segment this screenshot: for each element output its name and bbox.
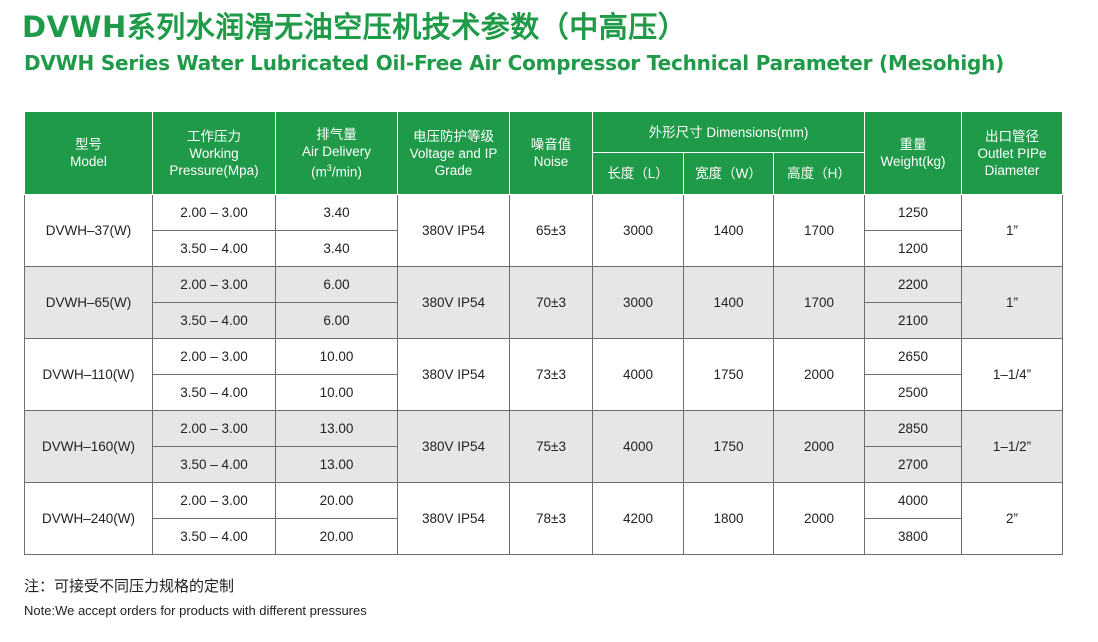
width-cell: 1750 — [683, 338, 774, 411]
table-header: 型号 Model 工作压力 Working Pressure(Mpa) 排气量 Air … — [24, 111, 1064, 195]
length-cell: 3000 — [592, 266, 684, 339]
table-row-group: DVWH–160(W) 2.00 – 3.00 13.00 380V IP54 … — [24, 410, 1064, 483]
delivery-cell: 3.40 — [275, 194, 398, 231]
table-row: 3.50 – 4.00 6.00 2100 — [25, 302, 1063, 339]
noise-cell: 73±3 — [509, 338, 593, 411]
table-row-group: DVWH–65(W) 2.00 – 3.00 6.00 380V IP54 70… — [24, 266, 1064, 339]
width-cell: 1400 — [683, 266, 774, 339]
weight-cell: 2650 — [864, 338, 963, 375]
length-cell: 3000 — [592, 194, 684, 267]
header-outlet: 出口管径 Outlet PIPe Diameter — [961, 111, 1064, 195]
width-cell: 1400 — [683, 194, 774, 267]
table-row: 3.50 – 4.00 10.00 2500 — [25, 374, 1063, 411]
header-voltage: 电压防护等级 Voltage and IP Grade — [397, 111, 510, 195]
pressure-cell: 3.50 – 4.00 — [152, 518, 276, 555]
delivery-cell: 20.00 — [275, 482, 398, 519]
weight-cell: 1250 — [864, 194, 963, 231]
noise-cell: 65±3 — [509, 194, 593, 267]
outlet-cell: 1” — [961, 266, 1064, 339]
delivery-cell: 13.00 — [275, 446, 398, 483]
weight-cell: 1200 — [864, 230, 963, 267]
pressure-cell: 3.50 – 4.00 — [152, 374, 276, 411]
height-cell: 2000 — [772, 338, 866, 411]
pressure-cell: 2.00 – 3.00 — [152, 410, 276, 447]
header-delivery: 排气量 Air Delivery (m3/min) — [275, 111, 398, 195]
width-cell: 1750 — [683, 410, 774, 483]
outlet-cell: 1–1/4” — [961, 338, 1064, 411]
table-row: DVWH–37(W) 2.00 – 3.00 3.40 380V IP54 65… — [24, 194, 1064, 267]
spec-table: 型号 Model 工作压力 Working Pressure(Mpa) 排气量 Air … — [24, 111, 1064, 555]
header-height: 高度（H） — [772, 152, 866, 195]
voltage-cell: 380V IP54 — [397, 266, 510, 339]
weight-cell: 2200 — [864, 266, 963, 303]
delivery-cell: 6.00 — [275, 302, 398, 339]
weight-cell: 2700 — [864, 446, 963, 483]
table-row-group: DVWH–37(W) 2.00 – 3.00 3.40 380V IP54 65… — [24, 194, 1064, 267]
height-cell: 2000 — [772, 410, 866, 483]
height-cell: 2000 — [772, 482, 866, 555]
table-row: 3.50 – 4.00 3.40 1200 — [25, 230, 1063, 267]
table-row: DVWH–110(W) 2.00 – 3.00 10.00 380V IP54 … — [24, 338, 1064, 411]
table-row-group: DVWH–110(W) 2.00 – 3.00 10.00 380V IP54 … — [24, 338, 1064, 411]
model-cell: DVWH–110(W) — [24, 338, 153, 411]
weight-cell: 4000 — [864, 482, 963, 519]
table-row-group: DVWH–240(W) 2.00 – 3.00 20.00 380V IP54 … — [24, 482, 1064, 555]
noise-cell: 70±3 — [509, 266, 593, 339]
table-row: DVWH–240(W) 2.00 – 3.00 20.00 380V IP54 … — [24, 482, 1064, 555]
width-cell: 1800 — [683, 482, 774, 555]
page-title-cn: DVWH系列水润滑无油空压机技术参数（中高压） — [22, 10, 688, 44]
header-noise: 噪音值 Noise — [509, 111, 593, 195]
voltage-cell: 380V IP54 — [397, 410, 510, 483]
delivery-cell: 6.00 — [275, 266, 398, 303]
weight-cell: 2500 — [864, 374, 963, 411]
pressure-cell: 3.50 – 4.00 — [152, 446, 276, 483]
header-model: 型号 Model — [24, 111, 153, 195]
delivery-cell: 3.40 — [275, 230, 398, 267]
pressure-cell: 3.50 – 4.00 — [152, 302, 276, 339]
outlet-cell: 1” — [961, 194, 1064, 267]
voltage-cell: 380V IP54 — [397, 194, 510, 267]
noise-cell: 75±3 — [509, 410, 593, 483]
model-cell: DVWH–65(W) — [24, 266, 153, 339]
pressure-cell: 2.00 – 3.00 — [152, 338, 276, 375]
pressure-cell: 3.50 – 4.00 — [152, 230, 276, 267]
pressure-cell: 2.00 – 3.00 — [152, 266, 276, 303]
length-cell: 4200 — [592, 482, 684, 555]
table-row: DVWH–160(W) 2.00 – 3.00 13.00 380V IP54 … — [24, 410, 1064, 483]
height-cell: 1700 — [772, 194, 866, 267]
page-title-en: DVWH Series Water Lubricated Oil-Free Ai… — [24, 51, 1005, 75]
model-cell: DVWH–160(W) — [24, 410, 153, 483]
voltage-cell: 380V IP54 — [397, 338, 510, 411]
height-cell: 1700 — [772, 266, 866, 339]
model-cell: DVWH–37(W) — [24, 194, 153, 267]
table-row: 3.50 – 4.00 20.00 3800 — [25, 518, 1063, 555]
pressure-cell: 2.00 – 3.00 — [152, 482, 276, 519]
noise-cell: 78±3 — [509, 482, 593, 555]
header-length: 长度（L） — [592, 152, 684, 195]
header-width: 宽度（W） — [683, 152, 774, 195]
delivery-cell: 13.00 — [275, 410, 398, 447]
outlet-cell: 2” — [961, 482, 1064, 555]
header-weight: 重量 Weight(kg) — [864, 111, 963, 195]
outlet-cell: 1–1/2” — [961, 410, 1064, 483]
weight-cell: 2850 — [864, 410, 963, 447]
length-cell: 4000 — [592, 410, 684, 483]
weight-cell: 2100 — [864, 302, 963, 339]
delivery-cell: 20.00 — [275, 518, 398, 555]
header-pressure: 工作压力 Working Pressure(Mpa) — [152, 111, 276, 195]
delivery-cell: 10.00 — [275, 338, 398, 375]
model-cell: DVWH–240(W) — [24, 482, 153, 555]
weight-cell: 3800 — [864, 518, 963, 555]
note-cn: 注：可接受不同压力规格的定制 — [24, 577, 235, 595]
length-cell: 4000 — [592, 338, 684, 411]
voltage-cell: 380V IP54 — [397, 482, 510, 555]
delivery-cell: 10.00 — [275, 374, 398, 411]
table-row: DVWH–65(W) 2.00 – 3.00 6.00 380V IP54 70… — [24, 266, 1064, 339]
pressure-cell: 2.00 – 3.00 — [152, 194, 276, 231]
header-dimensions: 外形尺寸 Dimensions(mm) — [591, 111, 866, 153]
table-row: 3.50 – 4.00 13.00 2700 — [25, 446, 1063, 483]
note-en: Note:We accept orders for products with … — [24, 603, 367, 618]
